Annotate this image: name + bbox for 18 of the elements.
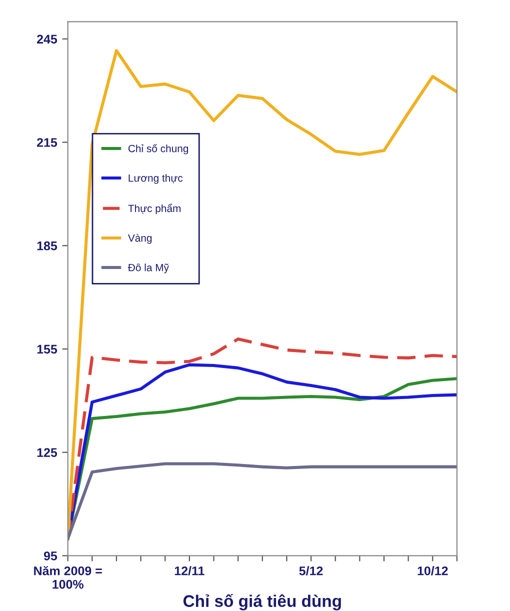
y-tick-label: 245 [36, 34, 58, 44]
y-tick-label: 95 [44, 552, 58, 560]
x-tick-label: Năm 2009 = 100% [34, 566, 102, 589]
legend-label: Chỉ số chung [128, 144, 188, 154]
y-tick-label: 185 [37, 241, 58, 250]
x-axis-title: Chỉ số giá tiêu dùng [183, 594, 341, 610]
x-tick-label: 12/11 [174, 566, 204, 576]
line-series [68, 462, 457, 540]
x-tick-label: 5/12 [299, 566, 323, 576]
line-series [68, 49, 457, 540]
legend-label: Thực phẩm [128, 204, 181, 214]
legend-label: Đô la Mỹ [128, 264, 169, 274]
y-tick-label: 215 [36, 138, 58, 147]
y-tick-label: 155 [37, 344, 58, 354]
legend-label: Vàng [128, 234, 152, 244]
x-tick-label: 10/12 [418, 566, 448, 576]
y-tick-label: 125 [37, 448, 58, 457]
legend-label: Lương thực [128, 174, 183, 184]
